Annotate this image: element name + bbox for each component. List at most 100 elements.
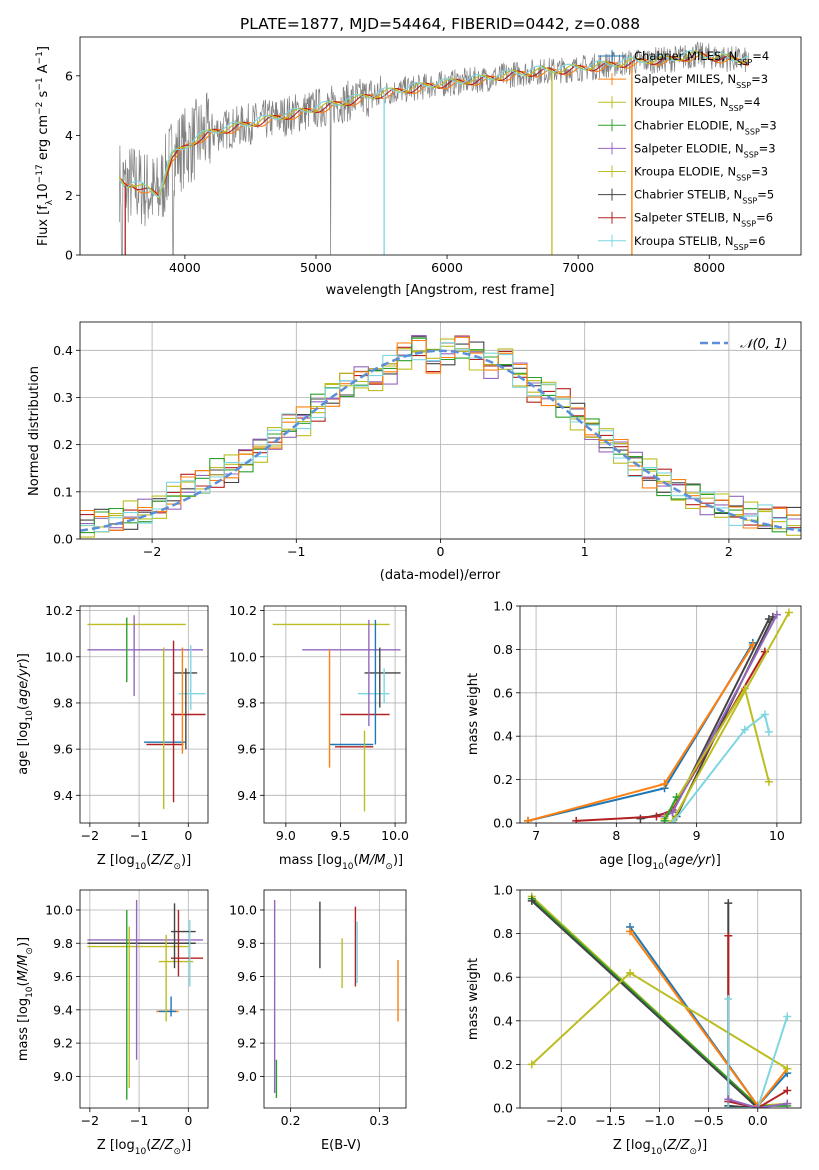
y-axis-label: Flux [fλ10−17 erg cm−2 s−1 A−1] [35,46,55,246]
histogram-series [80,336,801,539]
legend-entry-label: Salpeter STELIB, NSSP=6 [634,211,773,229]
x-tick-label: −0.5 [693,1113,723,1128]
legend-entry-label: Chabrier STELIB, NSSP=5 [634,188,774,206]
legend-entry-label: Chabrier MILES, NSSP=4 [634,49,769,67]
weight-point-marker [572,816,581,823]
y-tick-label: 0.4 [53,343,73,358]
x-tick-label: −1 [130,1113,148,1128]
plot-area-z_vs_age [87,615,206,810]
y-tick-label: 9.6 [237,742,257,757]
x-tick-label: 4000 [169,260,201,275]
y-tick-label: 10.0 [45,902,73,917]
weight-point-marker [724,995,733,1003]
y-tick-label: 0.4 [493,1013,513,1028]
axes-frame [263,605,407,824]
y-tick-label: 9.0 [53,1069,73,1084]
x-axis-label: Z [log10(Z/Z⊙)] [97,853,191,872]
x-tick-label: 7000 [562,260,594,275]
y-tick-label: 9.2 [53,1036,73,1051]
axes-z_vs_mass: −2 −1 0 9.0 9.2 9.4 9.6 9.8 10.0 Z [log10(Z/Z⊙)] m… [16,889,209,1157]
y-tick-label: 10.0 [229,649,257,664]
x-tick-label: −1 [287,544,305,559]
weight-point-marker [772,610,781,619]
x-tick-label: 2 [725,544,733,559]
weight-point-marker [626,927,635,936]
weight-series-line [531,900,759,1108]
y-tick-label: 0.0 [53,532,73,547]
x-tick-label: −1.0 [644,1113,674,1128]
y-tick-label: 1.0 [493,883,513,898]
y-tick-label: 0 [65,248,73,263]
y-tick-label: 9.0 [237,1069,257,1084]
y-tick-label: 9.8 [237,695,257,710]
x-tick-label: −2 [81,828,99,843]
model-fit-line [118,49,749,198]
x-tick-label: 6000 [431,260,463,275]
x-tick-label: 0.3 [369,1113,389,1128]
y-tick-label: 0.3 [53,390,73,405]
y-tick-label: 0.6 [493,970,513,985]
x-axis-label: E(B-V) [321,1138,361,1153]
weight-point-marker [724,1095,733,1104]
y-axis-label: Normed distribution [27,366,42,496]
x-tick-label: −1 [130,828,148,843]
weight-point-marker [660,779,669,788]
y-tick-label: 9.8 [53,695,73,710]
x-tick-label: 0 [437,544,445,559]
x-tick-label: −2 [81,1113,99,1128]
x-tick-label: 9 [693,828,701,843]
weight-series-line [728,1098,788,1108]
y-axis-label: age [log10(age/yr)] [16,653,35,775]
y-tick-label: 0.2 [493,772,513,787]
y-tick-label: 9.4 [237,1002,257,1017]
x-tick-label: 9.0 [276,828,296,843]
y-tick-label: 0.8 [493,926,513,941]
plot-area-mass_vs_age [272,619,401,812]
y-tick-label: 0.1 [53,484,73,499]
y-tick-label: 2 [65,188,73,203]
weight-point-marker [783,1064,792,1073]
x-tick-label: 0 [184,1113,192,1128]
y-tick-label: 1.0 [493,599,513,614]
legend-entry-label: Salpeter MILES, NSSP=3 [634,72,768,90]
weight-point-marker [626,968,635,977]
plot-area-z_vs_mass [87,899,204,1100]
y-tick-label: 9.6 [237,969,257,984]
x-tick-label: 10 [769,828,785,843]
axes-mass_vs_age: 9.0 9.5 10.0 9.4 9.6 9.8 10.0 10.2 mass [log10(M… [229,603,409,872]
weight-point-marker [760,710,769,719]
weight-point-marker [660,816,669,823]
x-axis-label: mass [log10(M/M⊙)] [279,853,403,872]
y-tick-label: 9.4 [237,788,257,803]
y-axis-label: mass [log10(M/M⊙)] [16,937,35,1061]
weight-point-marker [668,819,677,823]
y-tick-label: 9.2 [237,1036,257,1051]
weight-series-line [671,712,770,823]
histogram-series [80,342,801,539]
weight-point-marker [783,1086,792,1095]
axes-ebv_vs_mass: 0.2 0.3 9.0 9.2 9.4 9.6 9.8 10.0 E(B-V) [229,889,407,1153]
y-tick-label: 9.8 [53,936,73,951]
weight-point-marker [753,1104,762,1108]
weight-series-line [663,796,678,822]
weight-series-line [671,612,790,822]
y-tick-label: 9.6 [53,969,73,984]
y-tick-label: 10.0 [45,649,73,664]
axes-frame [519,605,802,824]
y-axis-label: mass weight [466,958,481,1040]
y-tick-label: 6 [65,68,73,83]
weight-point-marker [524,816,533,823]
weight-point-marker [672,792,681,801]
axes-frame [519,889,802,1109]
axes-frame [79,889,209,1109]
x-tick-label: −1.5 [595,1113,625,1128]
weight-point-marker [783,1099,792,1108]
y-axis-label: mass weight [466,673,481,755]
weight-point-marker [783,1012,792,1021]
model-fit-line [119,53,749,195]
weight-point-marker [740,684,749,693]
x-tick-label: 8 [612,828,620,843]
x-tick-label: 0.2 [281,1113,301,1128]
y-tick-label: 9.6 [53,742,73,757]
